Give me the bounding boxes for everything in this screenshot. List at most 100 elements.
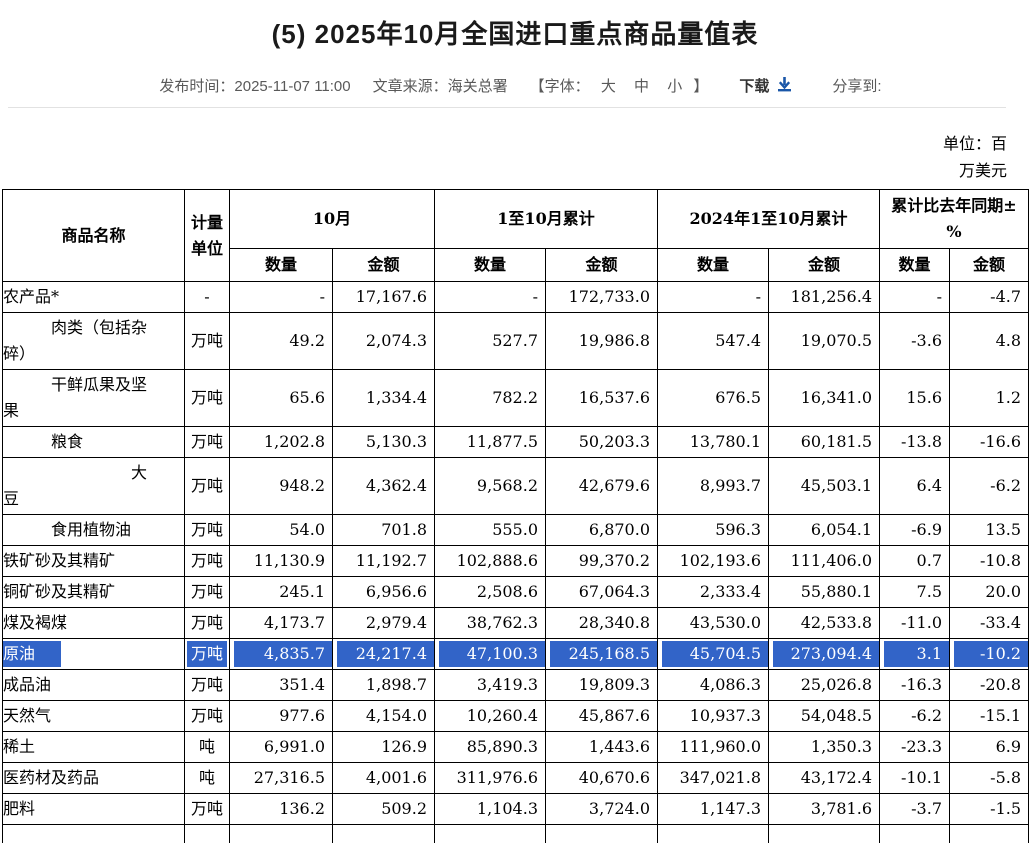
value-cell: 245,168.5 (546, 639, 658, 670)
value-cell: 13.5 (950, 515, 1029, 546)
publish-time: 发布时间：2025-11-07 11:00 (159, 75, 350, 96)
value-cell: 136.2 (230, 794, 333, 825)
unit-cell: 万吨 (185, 370, 230, 427)
value-cell: -13.8 (880, 427, 950, 458)
value-cell: 547.4 (658, 313, 769, 370)
value-cell: 102,888.6 (435, 546, 546, 577)
value-cell: -10.1 (880, 763, 950, 794)
value-cell: 1,104.3 (435, 794, 546, 825)
value-cell: 596.3 (658, 515, 769, 546)
value-cell: 50,203.3 (546, 427, 658, 458)
value-cell: 3,724.0 (546, 794, 658, 825)
value-cell: 6,054.1 (769, 515, 880, 546)
value-cell: 8,993.7 (658, 458, 769, 515)
value-cell: 1,898.7 (333, 670, 435, 701)
value-cell: 676.5 (658, 370, 769, 427)
unit-note-line2: 万美元 (0, 157, 1007, 184)
value-cell: 99,370.2 (546, 546, 658, 577)
value-cell: 555.0 (435, 515, 546, 546)
value-cell: 16,341.0 (769, 370, 880, 427)
value-cell: 2,333.4 (658, 577, 769, 608)
value-cell: 11,877.5 (435, 427, 546, 458)
value-cell: - (230, 282, 333, 313)
download-button[interactable]: 下载 (739, 75, 792, 96)
col-header-commodity: 商品名称 (3, 190, 185, 282)
commodity-name-cell: 肉类（包括杂 碎） (3, 313, 185, 370)
value-cell: 7.5 (880, 577, 950, 608)
commodity-name-cell: 铁矿砂及其精矿 (3, 546, 185, 577)
table-row: 农产品*--17,167.6-172,733.0-181,256.4--4.7 (3, 282, 1029, 313)
value-cell: 10,260.4 (435, 701, 546, 732)
value-cell: 85,890.3 (435, 732, 546, 763)
value-cell: 172,733.0 (546, 282, 658, 313)
value-cell: 38,762.3 (435, 608, 546, 639)
empty-cell (333, 825, 435, 843)
value-cell: 1,202.8 (230, 427, 333, 458)
col-header-unit: 计量 单位 (185, 190, 230, 282)
value-cell: 347,021.8 (658, 763, 769, 794)
unit-cell: 吨 (185, 763, 230, 794)
empty-cell (658, 825, 769, 843)
value-cell: -6.9 (880, 515, 950, 546)
value-cell: 0.7 (880, 546, 950, 577)
value-cell: 1,147.3 (658, 794, 769, 825)
value-cell: -16.3 (880, 670, 950, 701)
unit-cell: 万吨 (185, 515, 230, 546)
empty-cell (546, 825, 658, 843)
download-arrow-icon[interactable] (777, 76, 792, 96)
value-cell: 43,530.0 (658, 608, 769, 639)
article-source: 文章来源：海关总署 (373, 75, 508, 96)
empty-cell (185, 825, 230, 843)
sub-header-quantity: 数量 (658, 249, 769, 282)
value-cell: 4,835.7 (230, 639, 333, 670)
value-cell: 25,026.8 (769, 670, 880, 701)
value-cell: - (880, 282, 950, 313)
value-cell: 6.4 (880, 458, 950, 515)
value-cell: 701.8 (333, 515, 435, 546)
commodity-name-cell: 原油 (3, 639, 185, 670)
value-cell: 15.6 (880, 370, 950, 427)
value-cell: 19,809.3 (546, 670, 658, 701)
value-cell: 54,048.5 (769, 701, 880, 732)
value-cell: 27,316.5 (230, 763, 333, 794)
value-cell: 4,001.6 (333, 763, 435, 794)
value-cell: 24,217.4 (333, 639, 435, 670)
value-cell: 4,154.0 (333, 701, 435, 732)
sub-header-value: 金额 (546, 249, 658, 282)
value-cell: 6,870.0 (546, 515, 658, 546)
value-cell: 509.2 (333, 794, 435, 825)
value-cell: 47,100.3 (435, 639, 546, 670)
value-cell: 527.7 (435, 313, 546, 370)
value-cell: -6.2 (880, 701, 950, 732)
value-cell: -3.7 (880, 794, 950, 825)
commodity-name-cell: 稀土 (3, 732, 185, 763)
font-size-small[interactable]: 小 (667, 78, 682, 95)
value-cell: 45,704.5 (658, 639, 769, 670)
font-size-medium[interactable]: 中 (634, 78, 649, 95)
sub-header-value: 金额 (333, 249, 435, 282)
commodity-name-cell: 干鲜瓜果及坚 果 (3, 370, 185, 427)
value-cell: - (435, 282, 546, 313)
table-header: 商品名称 计量 单位 10月 1至10月累计 2024年1至10月累计 累计比去… (3, 190, 1029, 282)
value-cell: 111,960.0 (658, 732, 769, 763)
sub-header-value: 金额 (950, 249, 1029, 282)
value-cell: 9,568.2 (435, 458, 546, 515)
empty-cell (950, 825, 1029, 843)
table-row-partial (3, 825, 1029, 843)
value-cell: 181,256.4 (769, 282, 880, 313)
font-size-large[interactable]: 大 (601, 78, 616, 95)
empty-cell (3, 825, 185, 843)
value-cell: 6,991.0 (230, 732, 333, 763)
value-cell: 245.1 (230, 577, 333, 608)
value-cell: 65.6 (230, 370, 333, 427)
value-cell: 948.2 (230, 458, 333, 515)
font-size-controls: 【字体： 大 中 小 】 (530, 75, 709, 96)
